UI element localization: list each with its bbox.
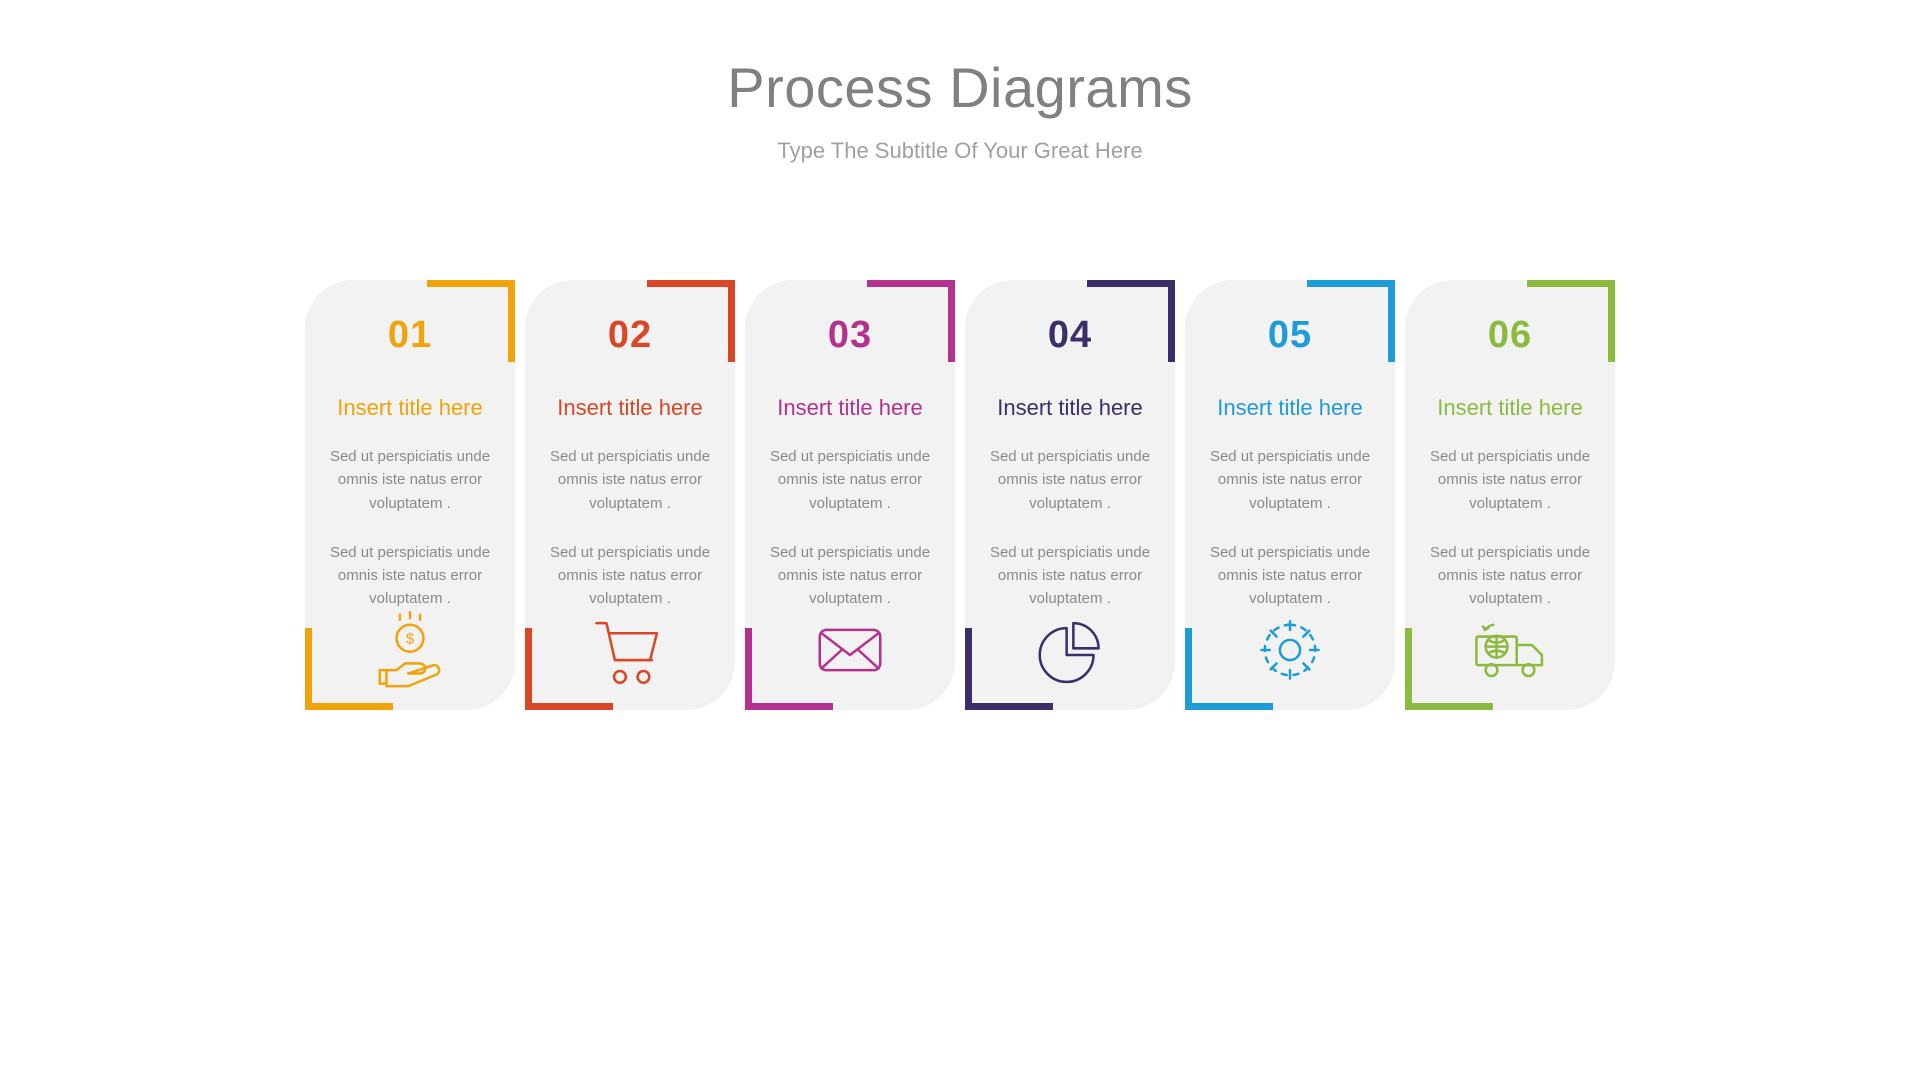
card-body: Sed ut perspiciatis unde omnis iste natu… — [767, 445, 933, 611]
card-body: Sed ut perspiciatis unde omnis iste natu… — [1207, 445, 1373, 611]
card-title: Insert title here — [547, 395, 713, 421]
process-card: 06 Insert title here Sed ut perspiciatis u… — [1405, 280, 1615, 710]
pie-icon — [965, 608, 1175, 692]
card-number: 01 — [327, 314, 493, 357]
card-body: Sed ut perspiciatis unde omnis iste natu… — [1427, 445, 1593, 611]
truck-globe-icon — [1405, 608, 1615, 692]
process-card: 03 Insert title here Sed ut perspiciatis u… — [745, 280, 955, 710]
process-card: 01 Insert title here Sed ut perspiciatis u… — [305, 280, 515, 710]
card-number: 03 — [767, 314, 933, 357]
card-body: Sed ut perspiciatis unde omnis iste natu… — [327, 445, 493, 611]
money-hand-icon: $ — [305, 608, 515, 692]
card-body: Sed ut perspiciatis unde omnis iste natu… — [547, 445, 713, 611]
page-title: Process Diagrams — [0, 55, 1920, 120]
card-number: 05 — [1207, 314, 1373, 357]
cart-icon — [525, 608, 735, 692]
gear-icon — [1185, 608, 1395, 692]
card-number: 04 — [987, 314, 1153, 357]
card-number: 02 — [547, 314, 713, 357]
cards-row: 01 Insert title here Sed ut perspiciatis u… — [0, 280, 1920, 710]
card-body: Sed ut perspiciatis unde omnis iste natu… — [987, 445, 1153, 611]
card-title: Insert title here — [1427, 395, 1593, 421]
process-card: 02 Insert title here Sed ut perspiciatis u… — [525, 280, 735, 710]
envelope-icon — [745, 608, 955, 692]
svg-text:$: $ — [406, 630, 415, 647]
card-title: Insert title here — [767, 395, 933, 421]
card-title: Insert title here — [327, 395, 493, 421]
process-card: 05 Insert title here Sed ut perspiciatis u… — [1185, 280, 1395, 710]
process-card: 04 Insert title here Sed ut perspiciatis u… — [965, 280, 1175, 710]
card-title: Insert title here — [1207, 395, 1373, 421]
card-title: Insert title here — [987, 395, 1153, 421]
page-subtitle: Type The Subtitle Of Your Great Here — [0, 138, 1920, 164]
card-number: 06 — [1427, 314, 1593, 357]
